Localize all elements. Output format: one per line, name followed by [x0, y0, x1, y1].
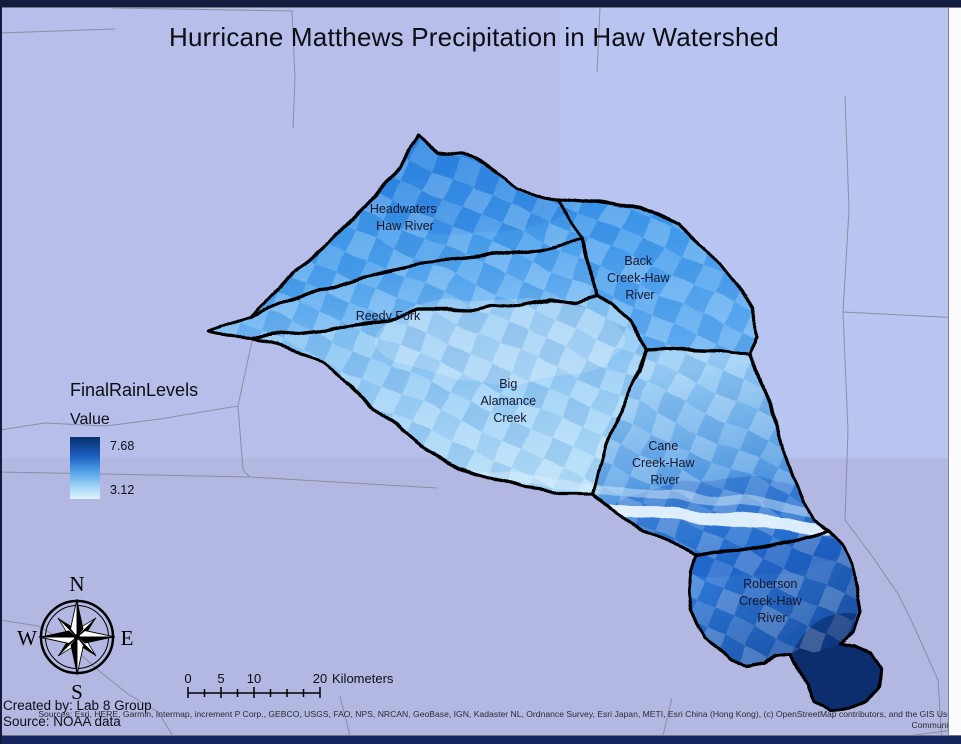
frame-bottom-line — [0, 735, 961, 736]
subbasin-outlines — [205, 132, 887, 714]
compass-intercardinal-star — [57, 617, 97, 657]
compass-rose: N S E W — [17, 572, 133, 704]
map-title: Hurricane Matthews Precipitation in Haw … — [169, 22, 779, 52]
legend-max-value: 7.68 — [110, 439, 135, 453]
legend-value-label: Value — [70, 411, 110, 428]
frame-left-bar — [0, 0, 2, 744]
label-roberson-creek-haw-river: Roberson Creek-Haw River — [739, 577, 805, 625]
basin-labels: Headwaters Haw River Reedy Fork Back Cre… — [356, 202, 805, 625]
label-headwaters-haw-river: Headwaters Haw River — [370, 202, 440, 233]
label-back-creek-haw-river: Back Creek-Haw River — [607, 254, 673, 302]
county-boundaries — [0, 7, 961, 744]
compass-east-label: E — [121, 626, 134, 650]
frame-top-bar — [0, 0, 961, 7]
legend-gradient-swatch — [70, 437, 100, 499]
scale-bar: 0 5 10 20 Kilometers — [184, 671, 394, 698]
compass-north-label: N — [69, 572, 84, 596]
legend-min-value: 3.12 — [110, 483, 135, 497]
scale-tick-label-0: 0 — [184, 671, 191, 686]
label-reedy-fork: Reedy Fork — [356, 309, 421, 323]
legend-heading: FinalRainLevels — [70, 380, 199, 400]
credits: Created by: Lab 8 Group Source: NOAA dat… — [3, 698, 152, 730]
basemap-attribution: Sources: Esri, HERE, Garmin, Intermap, i… — [38, 709, 955, 730]
scale-tick-label-10: 10 — [247, 671, 261, 686]
legend: FinalRainLevels Value 7.68 3.12 — [70, 380, 198, 499]
page-right-margin — [948, 0, 961, 744]
frame-bottom-bar — [0, 736, 961, 744]
scale-bar-ticks — [187, 687, 321, 698]
label-cane-creek-haw-river: Cane Creek-Haw River — [632, 439, 698, 487]
compass-west-label: W — [17, 626, 37, 650]
scale-unit-label: Kilometers — [332, 671, 394, 686]
frame-top-line — [0, 7, 961, 8]
created-by-text: Created by: Lab 8 Group — [3, 698, 152, 713]
max-precipitation-area — [788, 642, 885, 712]
compass-cardinal-star — [38, 598, 116, 676]
compass-center — [74, 634, 80, 640]
scale-tick-label-5: 5 — [217, 671, 224, 686]
scale-tick-label-20: 20 — [313, 671, 327, 686]
label-big-alamance-creek: Big Alamance Creek — [480, 377, 539, 425]
compass-south-label: S — [71, 680, 83, 704]
data-source-text: Source: NOAA data — [3, 713, 121, 729]
